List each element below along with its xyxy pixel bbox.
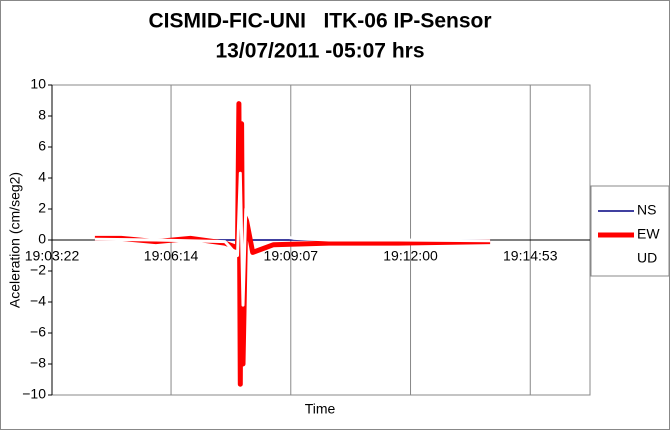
y-tick-label: 8 [38, 107, 46, 123]
y-axis-label: Aceleration (cm/seg2) [7, 172, 23, 308]
y-tick-label: −4 [30, 293, 46, 309]
legend-label: NS [637, 202, 656, 218]
legend-box [590, 185, 670, 277]
y-tick-label: 2 [38, 200, 46, 216]
chart-title: CISMID-FIC-UNI ITK-06 IP-Sensor [148, 10, 491, 33]
x-tick-label: 19:06:14 [144, 248, 199, 264]
legend-label: UD [637, 250, 657, 266]
x-tick-label: 19:14:53 [503, 248, 558, 264]
y-tick-label: −6 [30, 324, 46, 340]
y-tick-label: −8 [30, 355, 46, 371]
y-tick-label: 10 [30, 76, 46, 92]
series-line [94, 171, 491, 307]
x-tick-label: 19:12:00 [383, 248, 438, 264]
y-tick-label: 4 [38, 169, 46, 185]
x-axis-label: Time [305, 401, 336, 417]
x-tick-label: 19:09:07 [264, 248, 319, 264]
y-tick-label: −2 [30, 262, 46, 278]
y-tick-label: 0 [38, 231, 46, 247]
legend-label: EW [637, 226, 660, 242]
chart-subtitle: 13/07/2011 -05:07 hrs [216, 40, 425, 63]
y-tick-label: 6 [38, 138, 46, 154]
y-tick-label: −10 [22, 386, 46, 402]
